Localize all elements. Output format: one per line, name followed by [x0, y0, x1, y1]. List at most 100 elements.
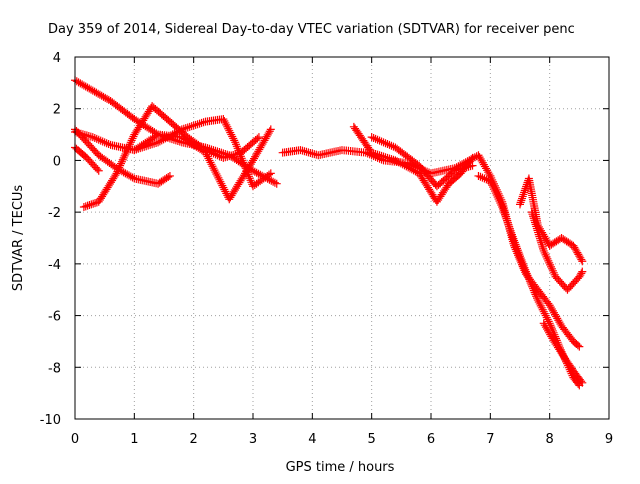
data-point [114, 165, 123, 174]
data-point [547, 264, 556, 273]
data-point [367, 148, 376, 157]
data-point [569, 241, 578, 250]
data-point [371, 149, 380, 158]
data-point [116, 161, 125, 170]
data-point [398, 160, 407, 169]
series-arc-5 [79, 102, 263, 211]
data-point [250, 167, 259, 176]
data-point [541, 311, 550, 320]
data-point [577, 269, 586, 278]
data-point [520, 186, 529, 195]
data-point [544, 317, 553, 326]
data-point [91, 199, 100, 208]
data-point [490, 181, 499, 190]
data-point [383, 140, 392, 149]
data-point [242, 166, 251, 175]
data-point [377, 151, 386, 160]
data-point [547, 262, 556, 271]
data-point [168, 130, 177, 139]
data-point [98, 137, 107, 146]
data-point [533, 296, 542, 305]
data-point [243, 168, 252, 177]
series-arc-8 [349, 122, 477, 206]
x-tick-label: 9 [605, 432, 613, 447]
data-point [181, 124, 190, 133]
data-point [150, 139, 159, 148]
data-point [195, 119, 204, 128]
data-point [379, 152, 388, 161]
data-point [381, 139, 390, 148]
x-axis-label: GPS time / hours [286, 460, 395, 475]
y-tick-label: -6 [48, 310, 61, 325]
data-point [387, 141, 396, 150]
data-point [125, 140, 134, 149]
data-point [527, 208, 536, 217]
series-arc-14 [539, 319, 587, 387]
data-point [138, 143, 147, 152]
data-layer [71, 76, 587, 390]
data-point [236, 152, 245, 161]
data-point [407, 165, 416, 174]
data-point [575, 342, 584, 351]
data-point [159, 135, 168, 144]
data-point [104, 140, 113, 149]
data-point [402, 162, 411, 171]
data-point [546, 260, 555, 269]
data-point [510, 243, 519, 252]
data-point [161, 134, 170, 143]
data-point [537, 240, 546, 249]
data-point [215, 152, 224, 161]
data-point [575, 272, 584, 281]
data-point [201, 146, 210, 155]
data-point [495, 191, 504, 200]
series-arc-3 [71, 143, 103, 175]
data-point [124, 142, 133, 151]
data-point [209, 164, 218, 173]
data-point [517, 260, 526, 269]
data-point [530, 218, 539, 227]
data-point [254, 169, 263, 178]
data-point [246, 176, 255, 185]
y-tick-label: -10 [40, 413, 61, 428]
data-point [227, 130, 236, 139]
data-point [539, 246, 548, 255]
data-point [486, 171, 495, 180]
data-point [177, 125, 186, 134]
data-point [230, 136, 239, 145]
data-point [207, 148, 216, 157]
data-point [253, 134, 262, 143]
data-point [487, 173, 496, 182]
data-point [269, 177, 278, 186]
data-point [211, 168, 220, 177]
data-point [574, 250, 583, 259]
data-point [265, 127, 274, 136]
x-tick-label: 5 [368, 432, 376, 447]
data-point [102, 139, 111, 148]
data-point [395, 158, 404, 167]
chart-title: Day 359 of 2014, Sidereal Day-to-day VTE… [48, 22, 575, 37]
data-point [100, 138, 109, 147]
data-point [544, 256, 553, 265]
y-tick-label: 0 [53, 154, 61, 169]
data-point [208, 162, 217, 171]
data-point [219, 183, 228, 192]
data-point [530, 216, 539, 225]
data-point [240, 162, 249, 171]
data-point [234, 146, 243, 155]
data-point [480, 174, 489, 183]
data-point [534, 297, 543, 306]
data-point [241, 164, 250, 173]
data-point [519, 264, 528, 273]
data-point [541, 250, 550, 259]
data-point [531, 220, 540, 229]
data-point [537, 238, 546, 247]
data-point [223, 122, 232, 131]
data-point [112, 169, 121, 178]
data-point [492, 185, 501, 194]
data-point [204, 154, 213, 163]
data-point [577, 377, 586, 386]
data-point [391, 156, 400, 165]
data-point [389, 155, 398, 164]
data-point [468, 153, 477, 162]
data-point [228, 132, 237, 141]
